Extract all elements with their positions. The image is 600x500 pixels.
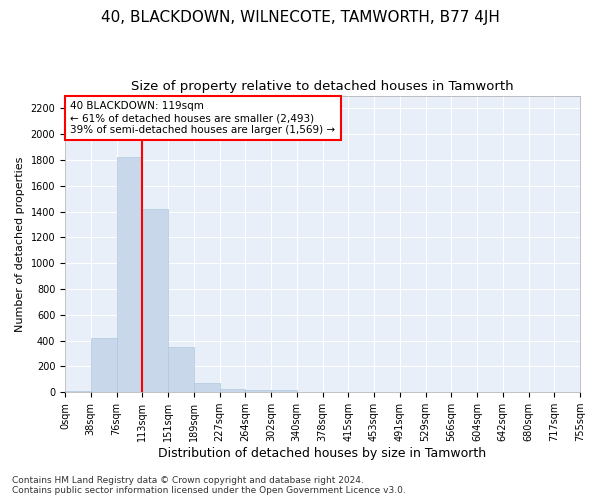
Bar — [194, 383, 220, 392]
Bar — [142, 209, 168, 392]
Y-axis label: Number of detached properties: Number of detached properties — [15, 156, 25, 332]
Title: Size of property relative to detached houses in Tamworth: Size of property relative to detached ho… — [131, 80, 514, 93]
Bar — [65, 391, 91, 392]
X-axis label: Distribution of detached houses by size in Tamworth: Distribution of detached houses by size … — [158, 447, 487, 460]
Bar — [91, 338, 116, 392]
Text: Contains HM Land Registry data © Crown copyright and database right 2024.
Contai: Contains HM Land Registry data © Crown c… — [12, 476, 406, 495]
Text: 40, BLACKDOWN, WILNECOTE, TAMWORTH, B77 4JH: 40, BLACKDOWN, WILNECOTE, TAMWORTH, B77 … — [101, 10, 499, 25]
Bar — [220, 389, 245, 392]
Bar — [116, 158, 142, 392]
Bar — [245, 390, 271, 392]
Bar — [271, 390, 297, 392]
Text: 40 BLACKDOWN: 119sqm
← 61% of detached houses are smaller (2,493)
39% of semi-de: 40 BLACKDOWN: 119sqm ← 61% of detached h… — [70, 102, 335, 134]
Bar — [168, 347, 194, 392]
